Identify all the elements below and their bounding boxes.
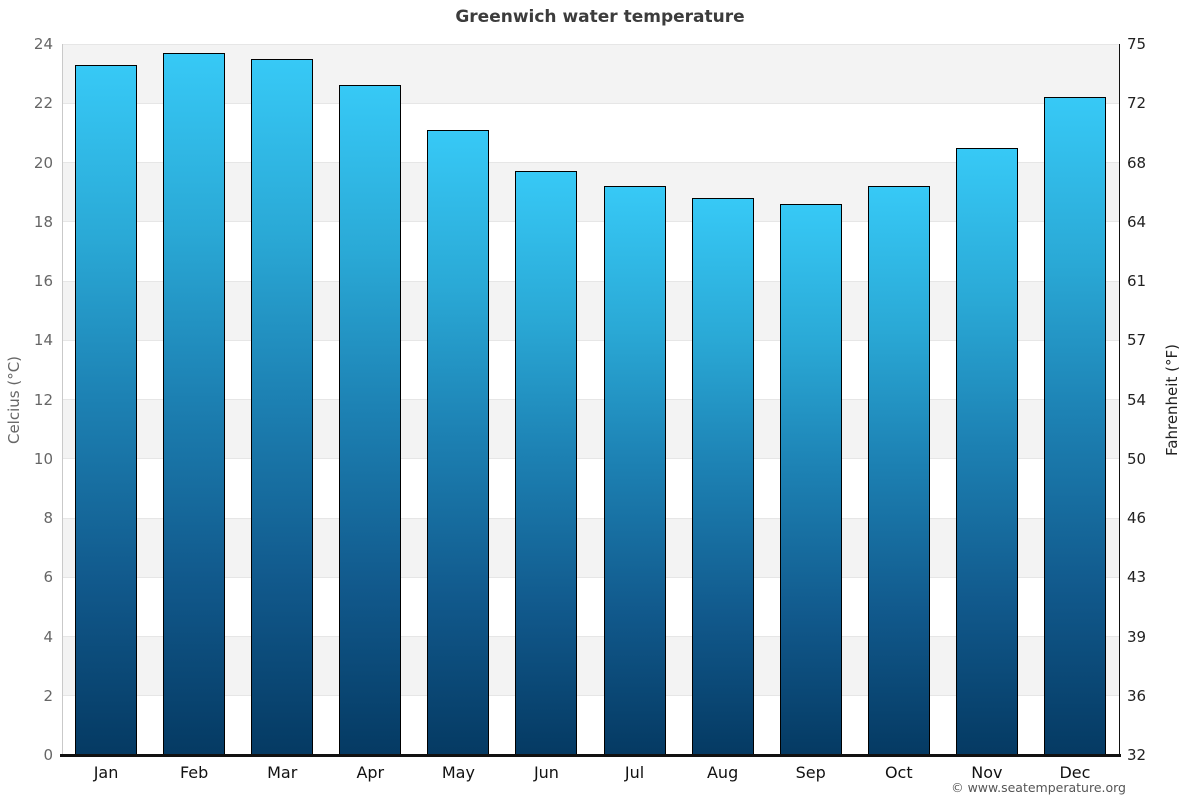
fahrenheit-tick-label: 36 (1127, 686, 1147, 705)
fahrenheit-tick-label: 61 (1127, 272, 1147, 290)
plot-band (62, 281, 1119, 341)
celsius-tick-label: 16 (33, 272, 53, 290)
bar-dec[interactable] (1043, 97, 1106, 755)
plot-band (62, 636, 1119, 696)
gridline (62, 576, 1119, 578)
gridline (62, 102, 1119, 104)
bar-feb[interactable] (163, 52, 226, 755)
bar-may[interactable] (427, 129, 490, 755)
fahrenheit-axis-title: Fahrenheit (°F) (1163, 343, 1181, 456)
celsius-axis-title: Celcius (°C) (5, 355, 23, 444)
celsius-tick-label: 8 (43, 509, 53, 527)
month-label-dec: Dec (1059, 763, 1091, 782)
gridline (62, 517, 1119, 519)
fahrenheit-axis-line (1119, 44, 1120, 757)
month-label-may: May (441, 763, 475, 782)
gridline (62, 221, 1119, 223)
celsius-tick-label: 0 (43, 746, 53, 764)
bar-apr[interactable] (339, 85, 402, 755)
chart-title: Greenwich water temperature (455, 7, 745, 27)
fahrenheit-tick-label: 39 (1127, 627, 1147, 646)
gridline (62, 43, 1119, 45)
bar-aug[interactable] (691, 198, 754, 755)
x-axis-line (60, 754, 1121, 757)
month-label-apr: Apr (356, 763, 385, 782)
plot-band (62, 44, 1119, 104)
gridline (62, 458, 1119, 460)
bar-oct[interactable] (867, 186, 930, 755)
gridline (62, 339, 1119, 341)
gridline (62, 636, 1119, 637)
fahrenheit-tick-label: 64 (1127, 212, 1147, 231)
month-label-aug: Aug (706, 763, 739, 782)
celsius-tick-label: 18 (33, 212, 53, 231)
gridline (62, 695, 1119, 697)
month-label-feb: Feb (179, 763, 209, 782)
gridline (62, 162, 1119, 163)
month-label-oct: Oct (884, 763, 913, 782)
bar-jan[interactable] (75, 64, 138, 755)
bar-jun[interactable] (515, 171, 578, 755)
gridline (62, 280, 1119, 282)
gridline (62, 399, 1119, 400)
fahrenheit-tick-label: 50 (1127, 449, 1147, 468)
celsius-tick-label: 22 (33, 94, 53, 113)
celsius-tick-label: 20 (33, 153, 53, 172)
celsius-tick-label: 10 (33, 449, 53, 468)
month-label-sep: Sep (795, 763, 826, 782)
fahrenheit-tick-label: 32 (1127, 746, 1147, 764)
celsius-tick-label: 6 (43, 568, 53, 587)
month-label-jan: Jan (93, 763, 119, 782)
fahrenheit-tick-label: 43 (1127, 568, 1147, 587)
celsius-tick-label: 14 (33, 331, 53, 350)
fahrenheit-tick-label: 54 (1127, 390, 1147, 409)
celsius-tick-label: 24 (33, 35, 53, 53)
fahrenheit-tick-label: 68 (1127, 153, 1147, 172)
fahrenheit-tick-label: 72 (1127, 94, 1147, 113)
bar-jul[interactable] (603, 186, 666, 755)
celsius-axis-line (62, 44, 63, 755)
month-label-jun: Jun (533, 763, 559, 782)
plot-band (62, 518, 1119, 578)
bar-mar[interactable] (251, 58, 314, 755)
month-label-nov: Nov (971, 763, 1003, 782)
fahrenheit-tick-label: 57 (1127, 331, 1147, 350)
fahrenheit-tick-label: 75 (1127, 35, 1147, 53)
bar-sep[interactable] (779, 203, 842, 755)
copyright-text: © www.seatemperature.org (951, 780, 1126, 795)
fahrenheit-tick-label: 46 (1127, 509, 1147, 527)
plot-band (62, 399, 1119, 459)
bar-nov[interactable] (955, 147, 1018, 755)
month-label-mar: Mar (267, 763, 298, 782)
celsius-tick-label: 4 (43, 627, 53, 646)
plot-band (62, 162, 1119, 222)
celsius-tick-label: 12 (33, 390, 53, 409)
celsius-tick-label: 2 (43, 686, 53, 705)
month-label-jul: Jul (624, 763, 645, 782)
